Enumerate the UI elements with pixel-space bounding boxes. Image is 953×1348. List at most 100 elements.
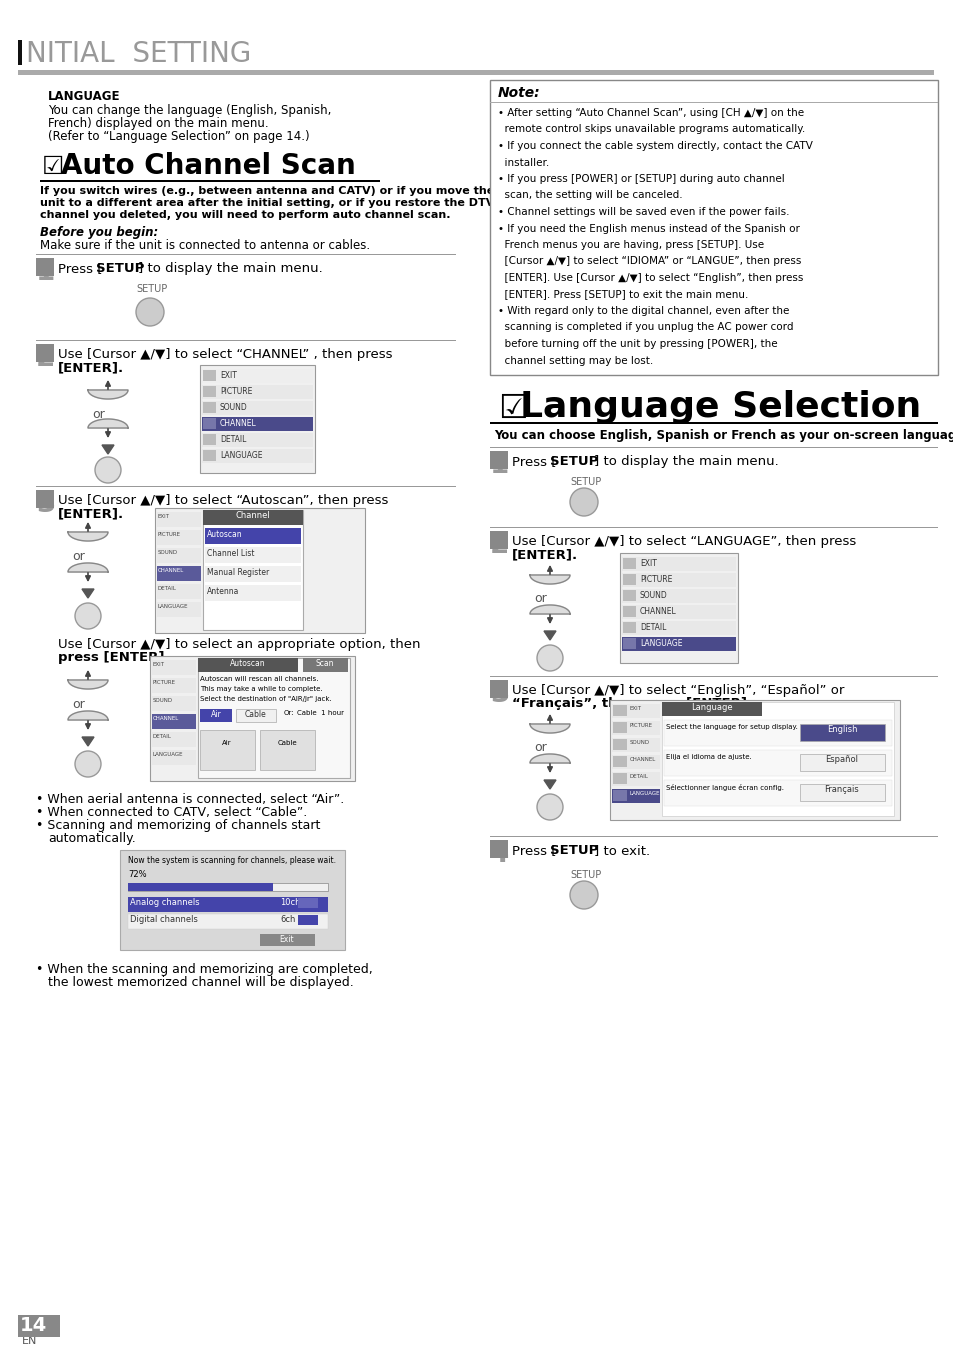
Text: CHANNEL: CHANNEL [158, 568, 184, 573]
Bar [490, 531, 507, 549]
Text: or: or [534, 741, 546, 754]
Text: SETUP: SETUP [569, 477, 600, 487]
Bar [128, 883, 328, 891]
Bar [205, 528, 301, 545]
Text: PICTURE: PICTURE [639, 576, 672, 584]
Bar [661, 702, 761, 716]
Bar [613, 723, 626, 733]
Text: Use [Cursor ▲/▼] to select an appropriate option, then: Use [Cursor ▲/▼] to select an appropriat… [58, 638, 420, 651]
Text: Antenna: Antenna [207, 586, 239, 596]
Text: Channel: Channel [235, 511, 270, 520]
Bar [613, 790, 626, 801]
Text: Autoscan: Autoscan [207, 530, 242, 539]
Text: or: or [71, 698, 85, 710]
Text: This may take a while to complete.: This may take a while to complete. [200, 686, 322, 692]
Text: • When connected to CATV, select “Cable”.: • When connected to CATV, select “Cable”… [36, 806, 307, 820]
Text: 6ch: 6ch [280, 915, 295, 923]
Bar [622, 590, 636, 601]
Text: DETAIL: DETAIL [158, 586, 176, 590]
Text: installer.: installer. [497, 158, 549, 167]
Text: Make sure if the unit is connected to antenna or cables.: Make sure if the unit is connected to an… [40, 239, 370, 252]
Text: 2: 2 [36, 344, 55, 372]
Bar [622, 638, 636, 648]
Bar [200, 731, 254, 770]
Text: 3: 3 [490, 679, 509, 708]
Bar [152, 749, 195, 766]
Text: [ENTER]. Use [Cursor ▲/▼] to select “English”, then press: [ENTER]. Use [Cursor ▲/▼] to select “Eng… [497, 274, 802, 283]
Bar [260, 934, 314, 946]
Text: the lowest memorized channel will be displayed.: the lowest memorized channel will be dis… [48, 976, 354, 989]
Text: DETAIL: DETAIL [639, 623, 666, 632]
Bar [663, 749, 891, 776]
Text: SOUND: SOUND [639, 590, 667, 600]
Text: [ENTER].: [ENTER]. [512, 549, 578, 561]
Text: or: or [71, 550, 85, 563]
Text: Cable: Cable [277, 740, 296, 745]
Polygon shape [543, 631, 556, 640]
Bar [203, 418, 215, 429]
Text: [ENTER].: [ENTER]. [58, 507, 124, 520]
Text: DETAIL: DETAIL [220, 435, 246, 443]
Bar [663, 720, 891, 745]
Bar [203, 386, 215, 398]
Text: 72%: 72% [128, 869, 147, 879]
Bar [303, 658, 348, 673]
Circle shape [569, 488, 598, 516]
Bar [621, 605, 735, 619]
Text: [ENTER].: [ENTER]. [58, 361, 124, 373]
Bar [198, 658, 350, 778]
Text: SOUND: SOUND [220, 403, 248, 412]
Bar [613, 739, 626, 749]
Bar [200, 365, 314, 473]
Bar [490, 80, 937, 375]
Bar [157, 584, 201, 599]
Text: • When aerial antenna is connected, select “Air”.: • When aerial antenna is connected, sele… [36, 793, 344, 806]
Text: EXIT: EXIT [158, 514, 170, 519]
Text: English: English [826, 725, 857, 735]
Circle shape [136, 298, 164, 326]
Text: (Refer to “Language Selection” on page 14.): (Refer to “Language Selection” on page 1… [48, 129, 310, 143]
Text: 3: 3 [36, 491, 55, 518]
Text: CHANNEL: CHANNEL [220, 419, 256, 429]
Bar [612, 755, 659, 768]
Text: EXIT: EXIT [629, 706, 641, 710]
Bar [622, 607, 636, 617]
Text: [ENTER]. Press [SETUP] to exit the main menu.: [ENTER]. Press [SETUP] to exit the main … [497, 290, 747, 299]
Text: Français: Français [823, 785, 859, 794]
Polygon shape [88, 419, 128, 429]
Text: Autoscan: Autoscan [230, 659, 266, 669]
Text: ENTER: ENTER [76, 608, 99, 613]
Text: • With regard only to the digital channel, even after the: • With regard only to the digital channe… [497, 306, 788, 315]
Bar [198, 658, 297, 673]
Text: Press [: Press [ [512, 456, 556, 468]
Bar [205, 547, 301, 563]
Text: ENTER: ENTER [76, 756, 99, 762]
Bar [663, 780, 891, 806]
Polygon shape [68, 532, 108, 541]
Text: Air: Air [222, 740, 232, 745]
Text: • Channel settings will be saved even if the power fails.: • Channel settings will be saved even if… [497, 208, 789, 217]
Bar [621, 589, 735, 603]
Text: DETAIL: DETAIL [629, 774, 648, 779]
Text: or: or [534, 592, 546, 605]
Text: Exit: Exit [279, 936, 294, 944]
Bar [490, 452, 507, 469]
Text: SOUND: SOUND [152, 698, 172, 704]
Text: EXIT: EXIT [639, 559, 657, 568]
Text: SETUP: SETUP [96, 262, 144, 275]
Text: PICTURE: PICTURE [220, 387, 253, 396]
Text: • If you need the English menus instead of the Spanish or: • If you need the English menus instead … [497, 224, 799, 233]
Text: press [ENTER].: press [ENTER]. [58, 651, 170, 665]
Bar [152, 661, 195, 675]
Bar [203, 369, 215, 381]
Text: ] to exit.: ] to exit. [594, 844, 649, 857]
Text: Use [Cursor ▲/▼] to select “CHANNEL” , then press: Use [Cursor ▲/▼] to select “CHANNEL” , t… [58, 348, 392, 361]
Bar [128, 883, 273, 891]
Bar [297, 898, 317, 909]
Polygon shape [68, 710, 108, 720]
Bar [612, 721, 659, 735]
Text: Scan: Scan [315, 659, 334, 669]
Bar [613, 705, 626, 716]
Text: channel you deleted, you will need to perform auto channel scan.: channel you deleted, you will need to pe… [40, 210, 450, 220]
Bar [621, 621, 735, 635]
